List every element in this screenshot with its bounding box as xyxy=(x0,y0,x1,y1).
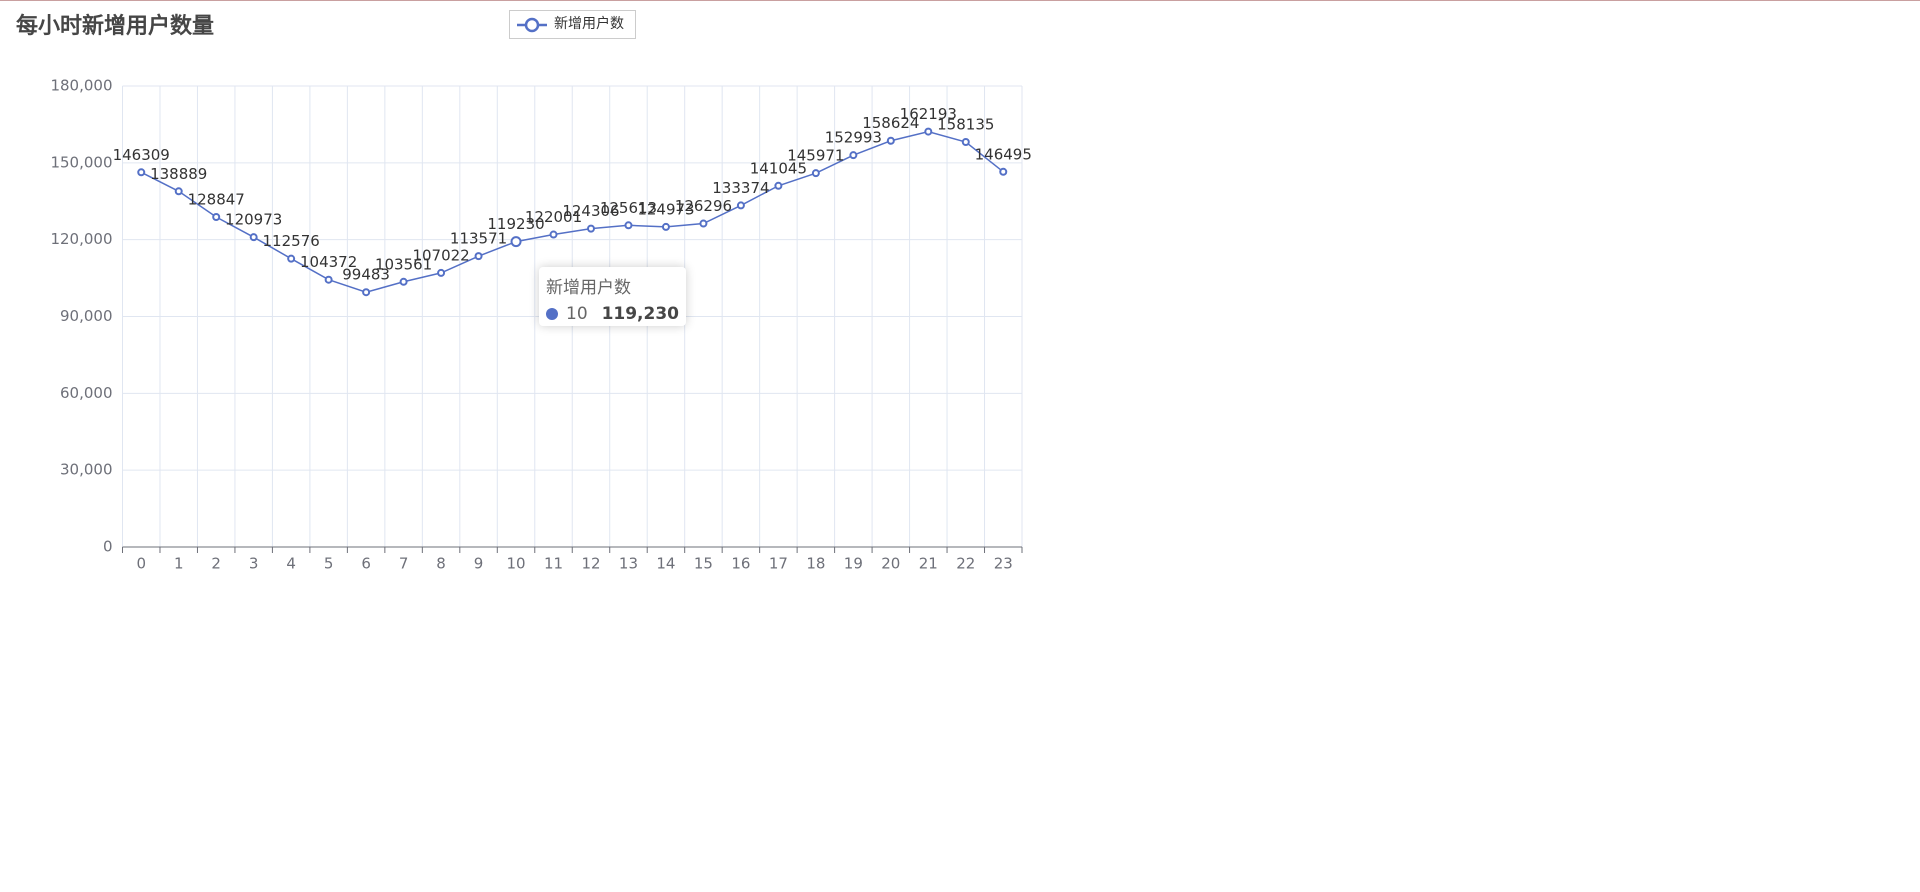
y-tick-label: 180,000 xyxy=(50,77,112,95)
legend-label: 新增用户数 xyxy=(554,15,624,32)
x-tick-label: 20 xyxy=(881,555,900,573)
x-tick-label: 8 xyxy=(436,555,446,573)
data-label: 99483 xyxy=(342,266,390,284)
data-point xyxy=(699,219,708,228)
legend-symbol xyxy=(524,17,540,33)
data-label: 146309 xyxy=(113,146,170,164)
x-tick-label: 12 xyxy=(581,555,600,573)
tooltip-value: 119,230 xyxy=(601,304,679,324)
x-tick-label: 7 xyxy=(399,555,409,573)
x-tick-label: 10 xyxy=(506,555,525,573)
data-label: 120973 xyxy=(225,211,282,229)
data-point xyxy=(287,254,296,263)
y-tick-label: 0 xyxy=(103,538,113,556)
x-tick-label: 19 xyxy=(844,555,863,573)
x-tick-label: 17 xyxy=(769,555,788,573)
data-point xyxy=(736,201,745,210)
tooltip: 新增用户数 10 119,230 xyxy=(539,267,686,326)
data-point xyxy=(811,169,820,178)
x-tick-label: 9 xyxy=(474,555,484,573)
series-line xyxy=(140,130,1004,293)
data-label: 113571 xyxy=(450,230,507,248)
x-tick-label: 3 xyxy=(249,555,259,573)
data-label: 124973 xyxy=(637,200,694,218)
data-point xyxy=(474,252,483,261)
data-point xyxy=(437,268,446,277)
data-label: 158135 xyxy=(937,115,994,133)
data-point xyxy=(661,222,670,231)
data-label: 107022 xyxy=(412,246,469,264)
data-point xyxy=(774,181,783,190)
data-point xyxy=(999,167,1008,176)
legend[interactable]: 新增用户数 xyxy=(509,10,636,39)
x-tick-label: 23 xyxy=(994,555,1013,573)
data-point xyxy=(961,137,970,146)
data-label: 145971 xyxy=(787,147,844,165)
data-point xyxy=(924,127,933,136)
data-point xyxy=(137,168,146,177)
x-tick-label: 2 xyxy=(211,555,221,573)
tooltip-title: 新增用户数 xyxy=(546,278,631,298)
data-label: 152993 xyxy=(825,129,882,147)
tooltip-category: 10 xyxy=(566,304,588,324)
x-tick-label: 11 xyxy=(544,555,563,573)
x-tick-label: 13 xyxy=(619,555,638,573)
data-label: 122001 xyxy=(525,208,582,226)
x-tick-label: 15 xyxy=(694,555,713,573)
data-label: 141045 xyxy=(750,159,807,177)
data-label: 146495 xyxy=(975,145,1032,163)
data-point xyxy=(624,221,633,230)
data-label: 119230 xyxy=(487,215,544,233)
data-point xyxy=(849,151,858,160)
x-tick-label: 18 xyxy=(806,555,825,573)
data-point xyxy=(324,275,333,284)
data-label: 103561 xyxy=(375,255,432,273)
x-tick-label: 4 xyxy=(286,555,296,573)
data-label: 125613 xyxy=(600,199,657,217)
tooltip-marker xyxy=(546,308,558,320)
data-point xyxy=(174,187,183,196)
legend-box xyxy=(509,10,636,39)
x-tick-label: 16 xyxy=(731,555,750,573)
chart-title: 每小时新增用户数量 xyxy=(16,13,214,39)
y-tick-label: 60,000 xyxy=(60,384,113,402)
data-point xyxy=(362,288,371,297)
data-label: 104372 xyxy=(300,253,357,271)
y-tick-label: 30,000 xyxy=(60,461,113,479)
data-label: 162193 xyxy=(900,105,957,123)
data-point xyxy=(549,230,558,239)
data-point xyxy=(510,236,522,248)
y-tick-label: 120,000 xyxy=(50,230,112,248)
x-tick-label: 21 xyxy=(919,555,938,573)
data-label: 158624 xyxy=(862,114,919,132)
x-tick-label: 0 xyxy=(136,555,146,573)
y-tick-label: 90,000 xyxy=(60,307,113,325)
tooltip-row: 10 119,230 xyxy=(546,304,679,324)
data-label: 133374 xyxy=(712,179,769,197)
data-label: 124306 xyxy=(562,202,619,220)
data-point xyxy=(212,213,221,222)
data-point xyxy=(586,224,595,233)
data-label: 126296 xyxy=(675,197,732,215)
data-point xyxy=(399,277,408,286)
data-point xyxy=(886,136,895,145)
y-tick-label: 150,000 xyxy=(50,153,112,171)
x-tick-label: 6 xyxy=(361,555,371,573)
data-label: 128847 xyxy=(188,191,245,209)
data-label: 112576 xyxy=(263,232,320,250)
x-tick-label: 5 xyxy=(324,555,334,573)
data-point xyxy=(249,233,258,242)
x-tick-label: 14 xyxy=(656,555,675,573)
data-label: 138889 xyxy=(150,165,207,183)
x-tick-label: 22 xyxy=(956,555,975,573)
x-tick-label: 1 xyxy=(174,555,184,573)
